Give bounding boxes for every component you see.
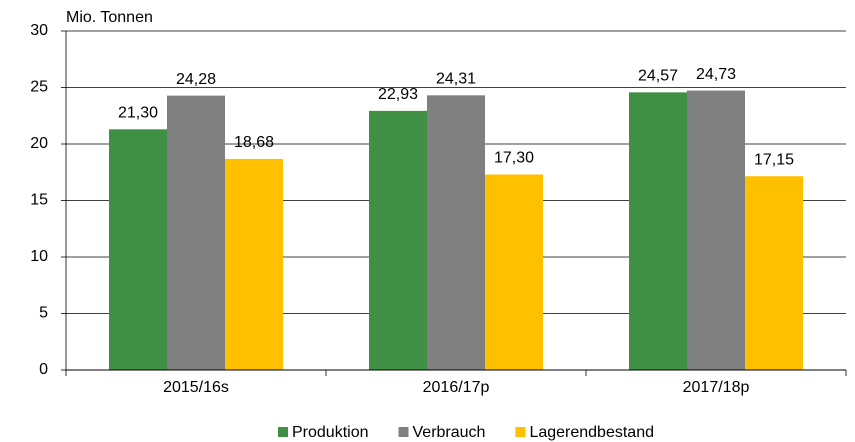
y-tick-label: 0 (39, 361, 48, 378)
y-tick-label: 5 (39, 305, 48, 322)
y-tick-label: 30 (30, 22, 48, 39)
bar (167, 95, 225, 371)
bar (225, 158, 283, 370)
data-label: 24,28 (176, 71, 216, 88)
bar (629, 92, 687, 370)
bar (369, 110, 427, 371)
legend-label: Lagerendbestand (529, 424, 654, 441)
data-label: 21,30 (118, 105, 158, 122)
y-tick-label: 25 (30, 79, 48, 96)
data-label: 24,73 (696, 66, 736, 83)
bar (485, 174, 543, 370)
bar (109, 129, 167, 370)
data-label: 17,15 (754, 151, 794, 168)
data-label: 22,93 (378, 86, 418, 103)
data-label: 24,57 (638, 68, 678, 85)
bar (745, 176, 803, 370)
y-axis-label: Mio. Tonnen (66, 9, 153, 26)
x-tick-label: 2017/18p (683, 379, 750, 396)
x-tick-label: 2015/16s (163, 379, 229, 396)
x-tick-label: 2016/17p (423, 379, 490, 396)
data-label: 18,68 (234, 134, 274, 151)
bar (687, 90, 745, 371)
bar (427, 95, 485, 370)
legend-label: Produktion (292, 424, 369, 441)
y-tick-label: 20 (30, 135, 48, 152)
legend-swatch (515, 427, 526, 437)
legend-label: Verbrauch (413, 424, 486, 441)
y-tick-label: 15 (30, 192, 48, 209)
legend-swatch (278, 427, 288, 437)
y-tick-label: 10 (30, 248, 48, 265)
data-label: 24,31 (436, 71, 476, 88)
data-label: 17,30 (494, 150, 534, 167)
legend-swatch (398, 427, 409, 437)
